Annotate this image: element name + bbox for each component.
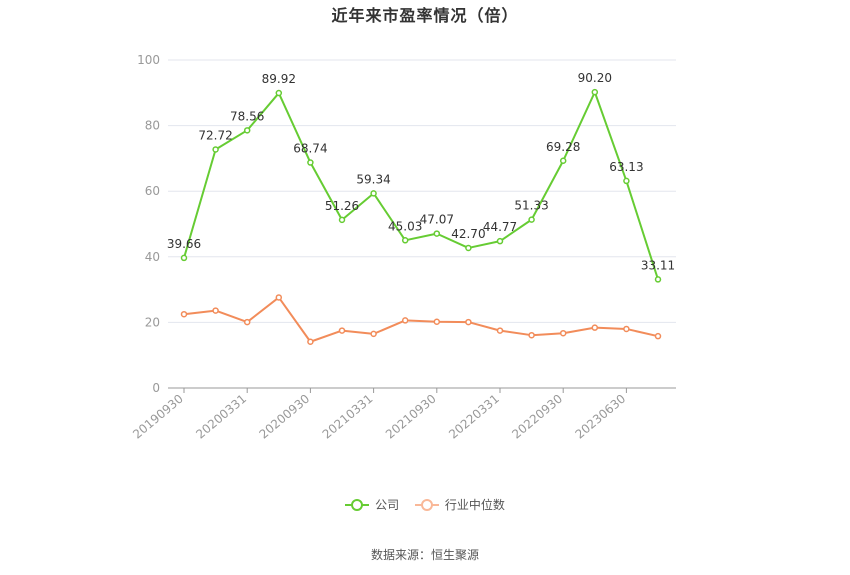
data-point-industry-median xyxy=(307,338,314,346)
data-label-company: 68.74 xyxy=(293,142,327,156)
legend-item-industry-median[interactable]: 行业中位数 xyxy=(414,496,505,513)
data-label-company: 39.66 xyxy=(167,237,201,251)
data-label-company: 51.33 xyxy=(514,199,548,213)
data-point-company xyxy=(465,244,472,252)
data-point-industry-median xyxy=(401,317,409,324)
legend-swatch-company xyxy=(345,498,370,511)
y-tick-label: 60 xyxy=(145,184,160,198)
data-point-company xyxy=(401,237,409,244)
series-line-company xyxy=(183,91,659,280)
y-tick-label: 80 xyxy=(145,119,160,133)
data-label-company: 42.70 xyxy=(451,227,485,241)
x-tick-label: 20200331 xyxy=(193,392,249,442)
data-point-industry-median xyxy=(370,330,377,338)
legend-label-company: 公司 xyxy=(375,498,400,512)
data-point-company xyxy=(338,216,346,224)
data-point-company xyxy=(528,216,535,223)
x-tick-label: 20210331 xyxy=(320,392,376,442)
x-tick-label: 20230630 xyxy=(573,392,629,442)
data-point-industry-median xyxy=(623,325,630,333)
x-tick-label: 20190930 xyxy=(130,392,186,442)
data-point-industry-median xyxy=(180,310,188,318)
data-point-company xyxy=(307,159,314,166)
data-label-company: 51.26 xyxy=(325,199,359,213)
data-source: 数据来源：恒生聚源 xyxy=(370,548,479,562)
data-label-company: 69.28 xyxy=(546,140,580,154)
data-point-industry-median xyxy=(338,327,346,334)
data-label-company: 33.11 xyxy=(641,258,675,272)
data-label-company: 44.77 xyxy=(483,220,517,234)
y-tick-label: 0 xyxy=(152,381,160,395)
data-point-company xyxy=(654,276,662,283)
data-label-company: 89.92 xyxy=(262,72,296,86)
data-point-industry-median xyxy=(559,329,567,337)
data-point-industry-median xyxy=(433,318,441,325)
data-point-company xyxy=(212,146,219,153)
data-label-company: 63.13 xyxy=(609,160,643,174)
data-point-industry-median xyxy=(275,294,283,301)
legend-label-industry-median: 行业中位数 xyxy=(444,498,505,512)
x-tick-label: 20220930 xyxy=(509,392,565,442)
data-label-company: 59.34 xyxy=(356,172,390,186)
y-tick-label: 40 xyxy=(145,250,160,264)
data-point-company xyxy=(370,190,377,197)
data-point-industry-median xyxy=(243,318,251,326)
y-tick-label: 100 xyxy=(137,53,160,67)
chart-title: 近年来市盈率情况（倍） xyxy=(331,6,519,25)
data-point-industry-median xyxy=(654,332,662,340)
data-label-company: 72.72 xyxy=(198,128,232,142)
data-label-company: 78.56 xyxy=(230,109,264,123)
y-tick-label: 20 xyxy=(145,315,160,329)
data-label-company: 45.03 xyxy=(388,219,422,233)
data-point-company xyxy=(623,177,630,185)
x-tick-label: 20220331 xyxy=(446,392,502,442)
data-point-industry-median xyxy=(496,327,504,334)
legend-swatch-industry-median xyxy=(414,498,439,511)
data-point-industry-median xyxy=(591,324,599,331)
data-point-company xyxy=(275,89,283,97)
data-point-industry-median xyxy=(465,318,472,326)
x-tick-label: 20200930 xyxy=(257,392,313,442)
x-tick-label: 20210930 xyxy=(383,392,439,442)
data-point-company xyxy=(180,254,188,262)
legend: 公司 行业中位数 xyxy=(0,496,850,514)
data-point-company xyxy=(496,237,504,245)
data-point-company xyxy=(591,88,599,96)
data-label-company: 90.20 xyxy=(578,71,612,85)
data-point-industry-median xyxy=(212,307,219,314)
data-point-company xyxy=(243,127,251,134)
data-point-industry-median xyxy=(528,331,535,339)
legend-item-company[interactable]: 公司 xyxy=(345,496,399,513)
data-point-company xyxy=(433,230,441,237)
data-label-company: 47.07 xyxy=(420,213,454,227)
data-point-company xyxy=(559,157,567,165)
series-line-industry-median xyxy=(183,296,659,343)
